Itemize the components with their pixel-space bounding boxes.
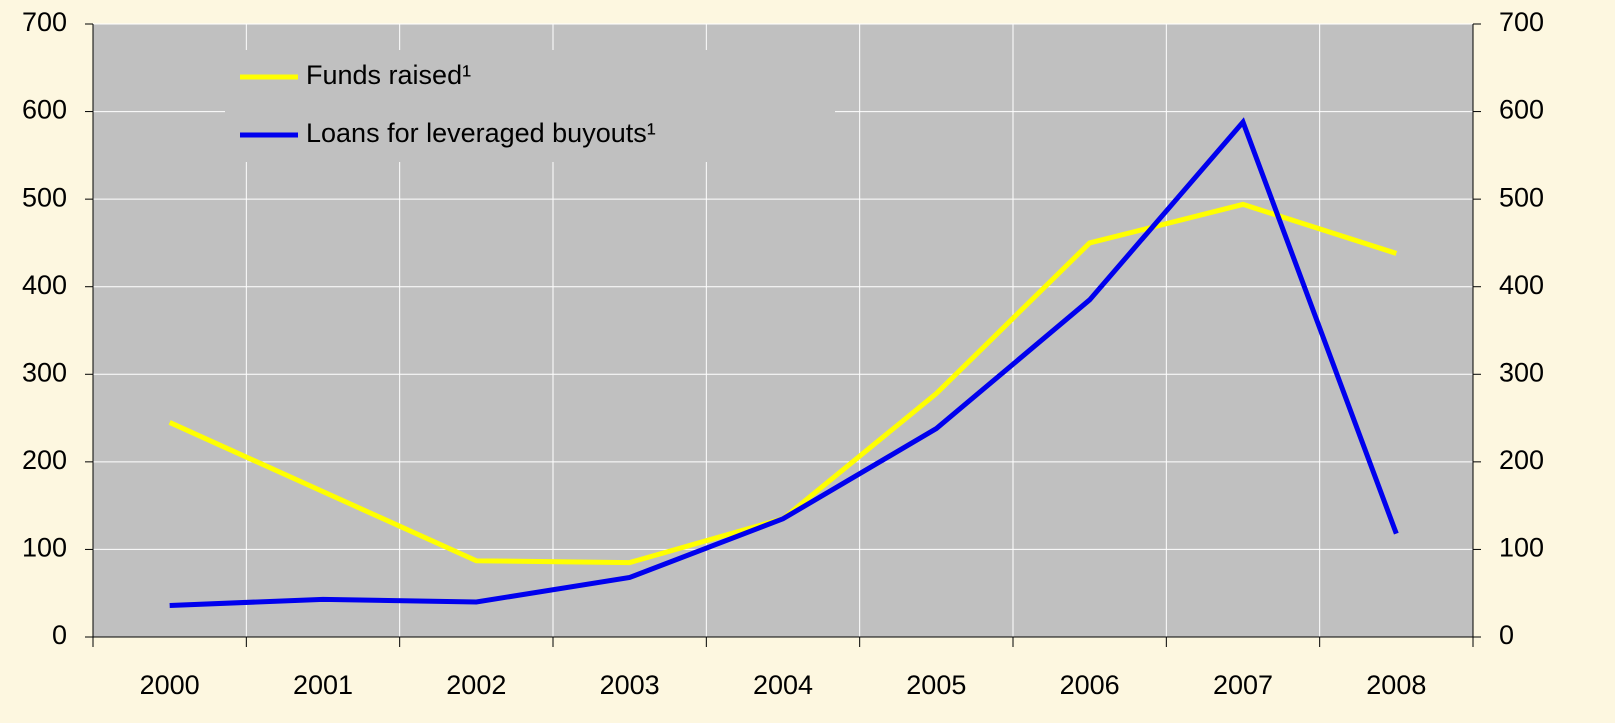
legend-box [225,50,835,162]
y-tick-label: 300 [22,357,67,387]
y2-tick-label: 300 [1499,357,1544,387]
x-tick-label: 2005 [906,670,966,700]
y-tick-label: 100 [22,533,67,563]
y2-tick-label: 500 [1499,182,1544,212]
y-tick-label: 700 [22,7,67,37]
x-tick-label: 2003 [600,670,660,700]
legend-label: Funds raised¹ [306,60,471,90]
x-tick-label: 2004 [753,670,813,700]
y-tick-label: 600 [22,95,67,125]
y2-tick-label: 100 [1499,533,1544,563]
y2-tick-label: 0 [1499,620,1514,650]
x-tick-label: 2006 [1060,670,1120,700]
x-tick-label: 2008 [1366,670,1426,700]
x-tick-label: 2000 [140,670,200,700]
y-tick-label: 200 [22,445,67,475]
y-tick-label: 0 [52,620,67,650]
x-tick-label: 2001 [293,670,353,700]
y2-tick-label: 400 [1499,270,1544,300]
series-line [169,117,1399,608]
y2-tick-label: 700 [1499,7,1544,37]
y2-tick-label: 600 [1499,95,1544,125]
y-tick-label: 500 [22,182,67,212]
y-tick-label: 400 [22,270,67,300]
x-tick-label: 2002 [446,670,506,700]
y2-tick-label: 200 [1499,445,1544,475]
legend-label: Loans for leveraged buyouts¹ [306,118,656,148]
x-tick-label: 2007 [1213,670,1273,700]
